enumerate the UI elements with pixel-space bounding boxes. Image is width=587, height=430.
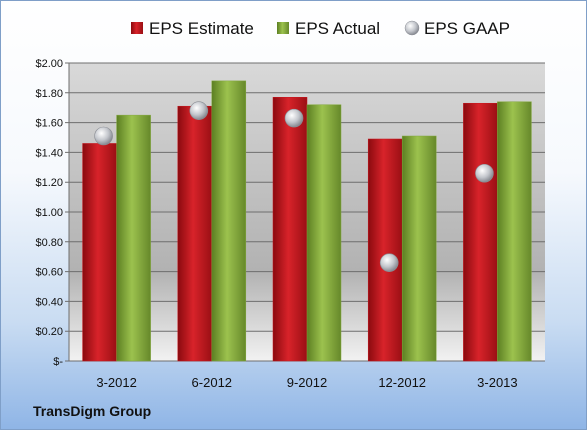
y-tick-label: $- — [53, 356, 63, 368]
bar-eps-estimate — [82, 143, 117, 362]
gaap-points — [94, 101, 494, 272]
bar-eps-actual — [116, 114, 151, 362]
x-axis: 3-2012 6-2012 9-2012 12-2012 3-2013 — [96, 375, 517, 390]
y-tick-label: $2.00 — [35, 58, 63, 70]
y-tick-label: $0.60 — [35, 267, 63, 279]
bar-eps-estimate — [367, 138, 403, 362]
legend-eps-gaap-label: EPS GAAP — [424, 19, 510, 38]
bar-eps-estimate — [177, 105, 213, 362]
x-category-label: 6-2012 — [192, 375, 232, 390]
bar-eps-estimate — [463, 102, 498, 362]
legend-eps-gaap-swatch — [404, 20, 420, 36]
gaap-point — [284, 108, 304, 128]
bar-eps-estimate — [272, 97, 308, 362]
y-tick-label: $1.20 — [35, 177, 63, 189]
x-category-label: 12-2012 — [378, 375, 426, 390]
y-tick-label: $1.80 — [35, 88, 63, 100]
bar-eps-actual — [306, 104, 342, 362]
y-tick-label: $0.20 — [35, 326, 63, 338]
legend-eps-estimate-swatch — [131, 22, 143, 34]
gaap-point — [379, 253, 399, 272]
bar-eps-actual — [497, 101, 532, 362]
legend: EPS Estimate EPS Actual EPS GAAP — [131, 19, 510, 38]
y-tick-label: $1.00 — [35, 207, 63, 219]
y-tick-label: $0.80 — [35, 237, 63, 249]
legend-eps-actual-label: EPS Actual — [295, 19, 380, 38]
y-axis: $- $0.20 $0.40 $0.60 $0.80 $1.00 $1.20 $1.40 $1.… — [35, 58, 70, 368]
gaap-point — [475, 163, 494, 183]
bar-group — [82, 80, 532, 362]
y-tick-label: $1.60 — [35, 118, 63, 130]
y-tick-label: $1.40 — [35, 147, 63, 159]
y-tick-label: $0.40 — [35, 296, 63, 308]
x-category-label: 3-2013 — [477, 375, 517, 390]
bar-eps-actual — [401, 135, 437, 362]
bar-eps-actual — [211, 80, 247, 362]
x-category-label: 3-2012 — [96, 375, 136, 390]
legend-eps-estimate-label: EPS Estimate — [149, 19, 254, 38]
gaap-point — [189, 101, 209, 120]
x-category-label: 9-2012 — [287, 375, 327, 390]
legend-eps-actual-swatch — [277, 22, 289, 34]
gaap-point — [94, 126, 113, 146]
company-name: TransDigm Group — [33, 403, 152, 419]
